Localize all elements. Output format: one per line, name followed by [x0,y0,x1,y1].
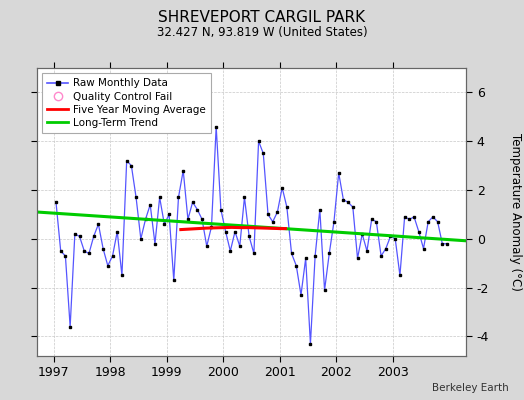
Text: 32.427 N, 93.819 W (United States): 32.427 N, 93.819 W (United States) [157,26,367,39]
Text: SHREVEPORT CARGIL PARK: SHREVEPORT CARGIL PARK [158,10,366,25]
Legend: Raw Monthly Data, Quality Control Fail, Five Year Moving Average, Long-Term Tren: Raw Monthly Data, Quality Control Fail, … [42,73,211,133]
Y-axis label: Temperature Anomaly (°C): Temperature Anomaly (°C) [509,133,521,291]
Text: Berkeley Earth: Berkeley Earth [432,383,508,393]
